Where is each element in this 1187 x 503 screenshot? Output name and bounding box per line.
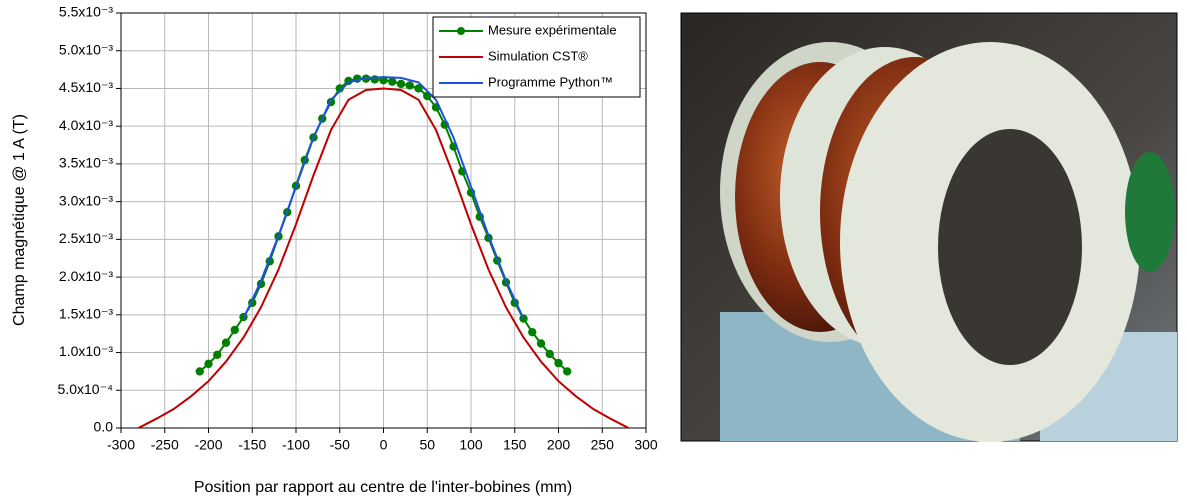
x-axis-label: Position par rapport au centre de l'inte… [194,479,572,496]
y-tick-label: 5.5x10⁻³ [59,4,113,20]
y-tick-label: 5.0x10⁻³ [59,41,113,57]
y-tick-label: 3.0x10⁻³ [59,192,113,208]
x-tick-label: -150 [238,437,266,453]
data-point [414,84,423,93]
x-tick-label: 200 [547,437,571,453]
data-point [230,325,239,335]
x-tick-label: -250 [151,437,179,453]
y-tick-label: 1.0x10⁻³ [59,343,113,359]
data-point [388,77,397,86]
y-tick-label: 2.0x10⁻³ [59,268,113,284]
x-tick-label: -100 [282,437,310,453]
data-point [221,338,231,347]
data-point [545,349,554,359]
data-point [213,350,222,360]
legend-label: Simulation CST® [488,48,588,63]
y-axis-label: Champ magnétique @ 1 A (T) [11,114,28,326]
y-tick-label: 2.5x10⁻³ [59,230,113,246]
data-point [396,79,406,89]
data-point [405,81,414,90]
spool [1125,152,1175,272]
x-tick-label: 150 [503,437,527,453]
y-tick-label: 3.5x10⁻³ [59,155,113,171]
y-tick-label: 5.0x10⁻⁴ [58,381,113,397]
data-point [195,367,204,376]
x-tick-label: 0 [380,437,388,453]
data-point [335,84,344,93]
x-tick-label: -50 [330,437,350,453]
legend-label: Programme Python™ [488,74,613,89]
x-tick-label: -300 [107,437,135,453]
data-point [528,327,537,337]
y-tick-label: 4.0x10⁻³ [59,117,113,133]
x-tick-label: 100 [459,437,483,453]
data-point [344,76,353,86]
y-tick-label: 0.0 [94,419,114,435]
chart: Position par rapport au centre de l'inte… [11,4,658,497]
x-tick-label: 250 [591,437,615,453]
y-tick-label: 4.5x10⁻³ [59,79,113,95]
series-line [242,76,525,320]
x-tick-label: 300 [634,437,658,453]
coil-hole [938,129,1082,365]
data-point [204,359,213,369]
data-point [554,358,563,368]
photo [680,12,1178,442]
series-line [138,87,629,429]
plot-frame [120,12,647,429]
data-point [563,367,572,376]
y-tick-label: 1.5x10⁻³ [59,306,113,322]
legend-marker [457,27,465,35]
data-point [536,339,546,348]
x-tick-label: 50 [419,437,435,453]
legend-label: Mesure expérimentale [488,22,617,37]
x-tick-label: -200 [194,437,222,453]
